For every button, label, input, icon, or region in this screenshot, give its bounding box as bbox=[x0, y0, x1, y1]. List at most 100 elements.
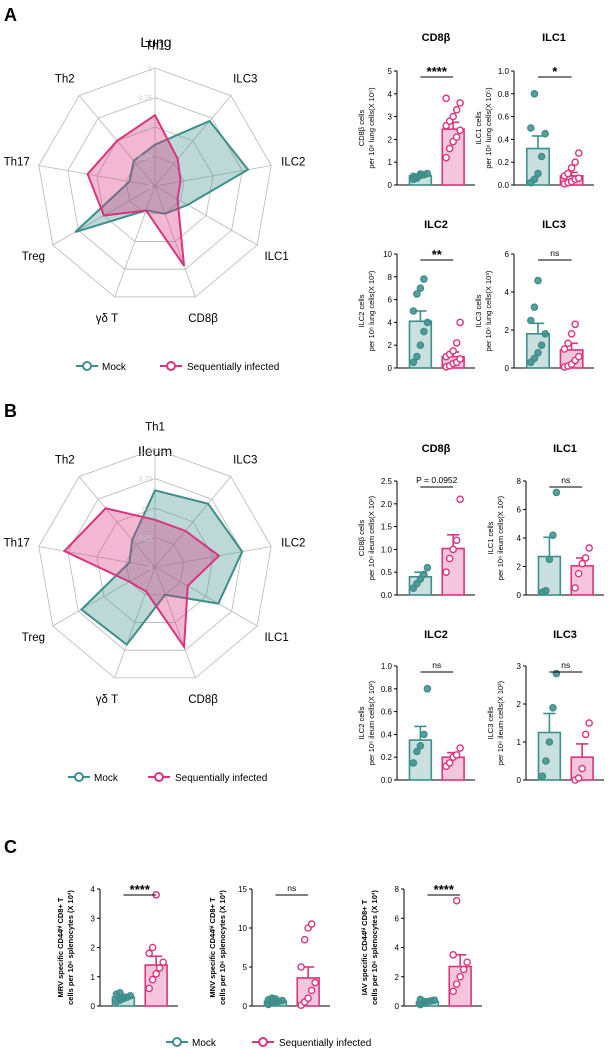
y-tick-label: 2 bbox=[388, 135, 393, 144]
chart-title: ILC2 bbox=[424, 219, 448, 231]
y-tick-label: 2.0 bbox=[381, 500, 393, 509]
radar-axis-label: Th2 bbox=[55, 73, 75, 85]
y-axis-label: per 10⁶ lung cells(X 10³) bbox=[484, 270, 493, 351]
data-point-mock bbox=[409, 307, 418, 315]
y-axis-label: per 10⁶ lung cells(X 10²) bbox=[367, 270, 376, 351]
data-point-mock bbox=[538, 772, 547, 781]
radar-axis-label: Treg bbox=[22, 632, 45, 644]
chart-title: CD8β bbox=[422, 32, 451, 44]
legend-a: Mock Sequentially infected bbox=[76, 361, 279, 373]
data-point-infected bbox=[311, 978, 319, 987]
legend-mock-marker bbox=[82, 361, 92, 371]
data-point-mock bbox=[423, 685, 432, 693]
y-tick-label: 4 bbox=[517, 534, 522, 543]
y-tick-label: 0.0 bbox=[381, 591, 393, 600]
data-point-infected bbox=[456, 318, 464, 327]
data-point-infected bbox=[581, 730, 590, 739]
y-axis-label: ILC2 cells bbox=[357, 294, 366, 327]
y-tick-label: 10 bbox=[238, 924, 247, 933]
y-tick-label: 0 bbox=[517, 776, 522, 785]
y-tick-label: 5 bbox=[388, 67, 393, 76]
data-point-infected bbox=[456, 744, 464, 752]
data-point-infected bbox=[463, 958, 471, 966]
data-point-infected bbox=[452, 536, 461, 545]
y-tick-label: 3 bbox=[388, 113, 393, 122]
significance-label: ns bbox=[561, 475, 570, 485]
data-point-mock bbox=[416, 341, 425, 350]
y-tick-label: 0.4 bbox=[498, 135, 510, 144]
significance-label: ** bbox=[432, 247, 443, 262]
radar-tick-label: 0 bbox=[148, 184, 152, 191]
legend-infected-label: Sequentially infected bbox=[175, 773, 267, 784]
legend-infected-marker bbox=[154, 772, 164, 782]
radar-spoke bbox=[154, 185, 196, 298]
radar-tick-label: 1 bbox=[148, 66, 152, 73]
radar-spoke bbox=[38, 546, 156, 568]
data-point-mock bbox=[420, 327, 428, 336]
data-point-mock bbox=[271, 995, 280, 1003]
data-point-mock bbox=[413, 352, 421, 361]
y-tick-label: 6 bbox=[517, 506, 522, 515]
chart-title: ILC3 bbox=[542, 219, 566, 231]
y-tick-label: 4 bbox=[395, 944, 400, 953]
radar-spoke bbox=[154, 165, 272, 187]
radar-spoke bbox=[154, 185, 258, 246]
radar-spoke bbox=[154, 566, 196, 679]
data-point-mock bbox=[420, 997, 428, 1006]
data-point-infected bbox=[456, 495, 464, 504]
data-point-infected bbox=[297, 963, 305, 971]
data-point-infected bbox=[159, 958, 167, 966]
legend-mock-marker bbox=[172, 1037, 182, 1047]
significance-label: * bbox=[552, 64, 558, 79]
y-tick-label: 2 bbox=[505, 326, 510, 335]
y-tick-label: 0.2 bbox=[498, 158, 510, 167]
y-tick-label: 1.0 bbox=[381, 545, 393, 554]
chart-title: Lung bbox=[140, 34, 171, 50]
radar-axis-label: Th2 bbox=[55, 454, 75, 466]
data-point-infected bbox=[307, 920, 316, 928]
data-point-mock bbox=[420, 730, 428, 739]
data-point-infected bbox=[449, 545, 457, 554]
y-tick-label: 8 bbox=[517, 477, 522, 486]
y-tick-label: 0.5 bbox=[381, 568, 393, 577]
radar-spoke bbox=[78, 476, 156, 568]
radar-grid-ring bbox=[38, 448, 272, 679]
data-point-mock bbox=[552, 669, 561, 678]
data-point-infected bbox=[456, 355, 464, 363]
data-point-mock bbox=[545, 555, 554, 564]
chart-title: ILC2 bbox=[424, 629, 448, 641]
y-axis-label: per 10⁶ ileum cells(X 10²) bbox=[496, 495, 505, 580]
y-axis-label: ILC3 cells bbox=[474, 294, 483, 327]
radar-series-mock bbox=[79, 489, 244, 647]
significance-label: **** bbox=[434, 882, 455, 897]
data-point-infected bbox=[442, 94, 450, 103]
y-axis-label: MNV specific CD44ʰⁱ CD8+ T bbox=[207, 897, 217, 998]
data-point-infected bbox=[574, 352, 583, 361]
significance-label: ns bbox=[561, 660, 570, 670]
data-point-mock bbox=[545, 738, 554, 746]
radar-axis-label: γδ T bbox=[96, 694, 118, 706]
y-tick-label: 1 bbox=[388, 158, 393, 167]
data-point-infected bbox=[456, 126, 464, 135]
legend-mock-label: Mock bbox=[192, 1038, 217, 1049]
data-point-infected bbox=[574, 149, 583, 157]
radar-spoke bbox=[114, 566, 156, 679]
data-point-mock bbox=[530, 90, 539, 98]
data-point-infected bbox=[564, 169, 572, 178]
data-point-infected bbox=[449, 951, 457, 959]
data-point-mock bbox=[530, 354, 539, 363]
data-point-mock bbox=[542, 586, 550, 595]
y-tick-label: 4 bbox=[388, 318, 393, 327]
data-point-infected bbox=[452, 980, 461, 988]
data-point-mock bbox=[534, 276, 542, 285]
significance-label: **** bbox=[130, 882, 151, 897]
data-point-infected bbox=[152, 970, 160, 978]
data-point-infected bbox=[459, 965, 468, 974]
y-tick-label: 6 bbox=[395, 914, 400, 923]
panel-label-a: A bbox=[4, 5, 17, 25]
y-axis-label: cells per 10⁶ splenocytes (X 10³) bbox=[66, 890, 75, 1005]
radar-axis-label: CD8β bbox=[188, 313, 218, 325]
legend-b: Mock Sequentially infected bbox=[68, 772, 267, 784]
radar-axis-label: Treg bbox=[22, 251, 45, 263]
